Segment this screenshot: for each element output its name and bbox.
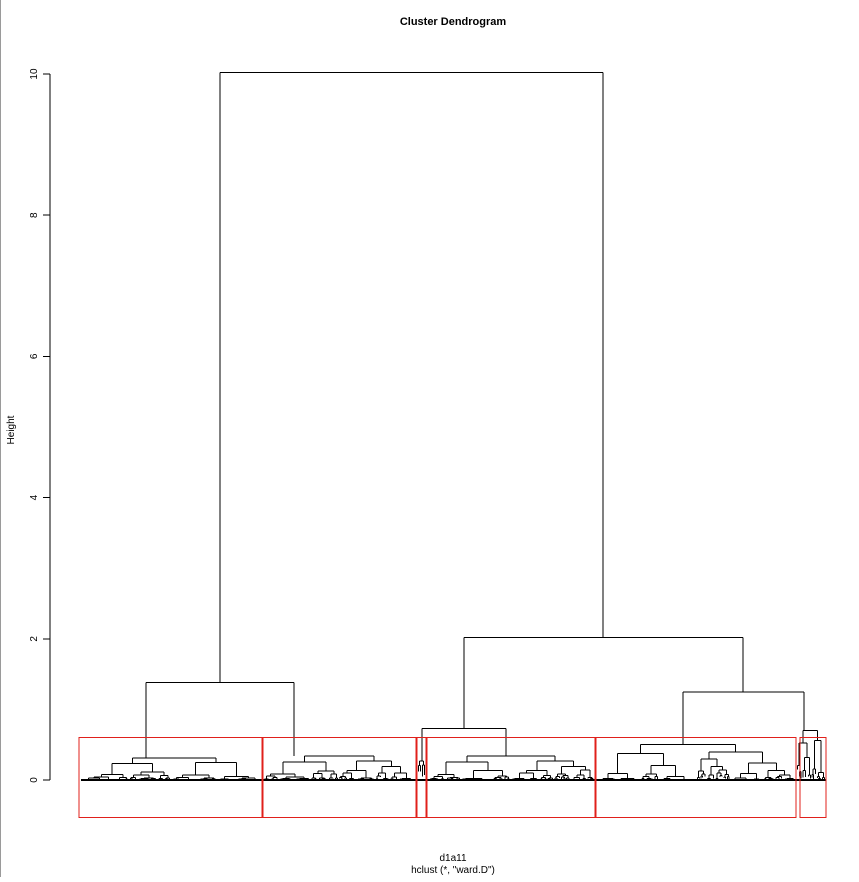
y-tick-label: 8 <box>29 212 40 218</box>
cluster-box <box>426 737 596 818</box>
cluster-cut-boxes <box>78 737 827 818</box>
y-tick-label: 6 <box>29 353 40 359</box>
cluster-box <box>595 737 797 818</box>
x-axis-label: d1a11 <box>439 853 467 864</box>
window-left-edge <box>0 0 1 877</box>
cluster-box <box>78 737 263 818</box>
y-axis: 0 2 4 6 8 10 <box>29 68 51 783</box>
chart-title: Cluster Dendrogram <box>400 16 507 28</box>
y-tick-label: 4 <box>29 494 40 500</box>
y-tick-label: 10 <box>29 68 40 80</box>
y-tick-label: 2 <box>29 636 40 642</box>
dendrogram-tree <box>81 72 826 781</box>
y-tick-label: 0 <box>29 777 40 783</box>
cluster-box <box>416 737 427 818</box>
x-axis-sublabel: hclust (*, "ward.D") <box>411 865 495 876</box>
cluster-box <box>262 737 417 818</box>
cluster-box <box>799 737 827 818</box>
y-axis-label: Height <box>6 415 17 444</box>
